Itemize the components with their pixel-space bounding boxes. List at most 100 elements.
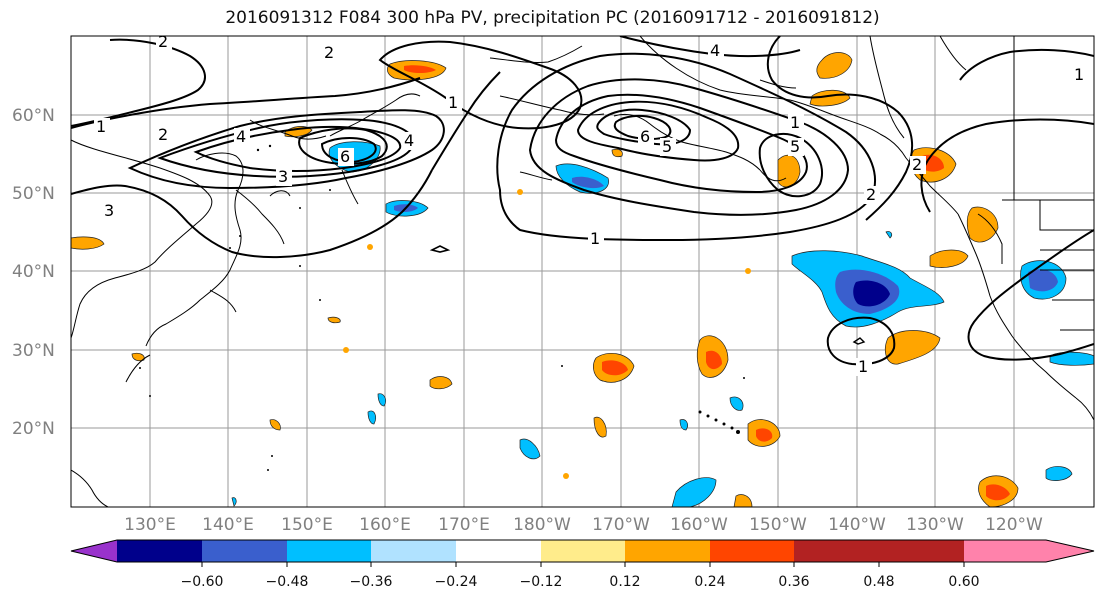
anomaly-positive [706, 350, 722, 370]
pv-contour [758, 132, 823, 198]
lon-label: 120°W [985, 515, 1043, 535]
pv-contour [554, 93, 808, 194]
colorbar-tick-label: −0.24 [435, 574, 478, 590]
colorbar-max-extension [964, 540, 1094, 562]
anomaly-negative [679, 419, 688, 431]
colorbar-swatch [541, 540, 625, 562]
lon-label: 170°E [438, 515, 490, 535]
anomaly-negative [885, 231, 892, 239]
colorbar-swatch [625, 540, 710, 562]
colorbar-tick-label: 0.36 [778, 574, 809, 590]
pv-contour [71, 77, 421, 129]
pv-contour [298, 127, 388, 165]
anomaly-positive [343, 347, 349, 353]
colorbar-tick-label: 0.60 [948, 574, 979, 590]
pv-contour [959, 48, 1094, 81]
anomaly-negative [367, 410, 376, 425]
colorbar: −0.60 −0.48 −0.36 −0.24 −0.12 0.12 0.24 … [70, 539, 1095, 590]
lon-label: 140°E [202, 515, 254, 535]
pv-contour [496, 52, 876, 242]
lat-label: 30°N [12, 341, 55, 361]
pv-contour [766, 36, 914, 221]
contour-label: 4 [236, 127, 246, 146]
anomaly-positive [884, 330, 941, 365]
lon-label: 170°W [592, 515, 650, 535]
pv-contour [613, 114, 672, 140]
anomaly-positive [327, 316, 341, 324]
lon-label: 160°W [670, 515, 728, 535]
anomaly-negative [853, 280, 890, 307]
anomaly-positive [733, 494, 753, 507]
contour-label: 5 [662, 137, 672, 156]
contour-label: 4 [404, 131, 414, 150]
pv-contour [528, 78, 850, 216]
colorbar-swatch [287, 540, 371, 562]
colorbar-swatch [117, 540, 202, 562]
pv-contour [320, 137, 377, 164]
contour-label: 6 [640, 127, 650, 146]
lon-label: 130°E [124, 515, 176, 535]
pv-contour [127, 109, 445, 190]
pv-contour [429, 245, 451, 253]
contour-label: 2 [866, 185, 876, 204]
contour-label: 1 [790, 113, 800, 132]
anomaly-negative [377, 393, 386, 407]
anomaly-positive [367, 244, 373, 250]
colorbar-tick-label: 0.12 [609, 574, 640, 590]
contour-label: 5 [790, 137, 800, 156]
lon-label: 160°E [359, 515, 411, 535]
lat-label: 20°N [12, 419, 55, 439]
pv-contour [193, 126, 402, 172]
anomaly-positive [756, 428, 773, 442]
anomaly-negative [231, 497, 237, 507]
lat-label: 40°N [12, 262, 55, 282]
lat-label: 50°N [12, 184, 55, 204]
lat-label: 60°N [12, 106, 55, 126]
contour-label: 1 [590, 229, 600, 248]
pv-contour [576, 100, 740, 162]
anomaly-positive [563, 473, 569, 479]
contour-label: 6 [340, 147, 350, 166]
islands [139, 144, 745, 471]
anomaly-positive [71, 236, 105, 250]
colorbar-tick-labels: −0.60 −0.48 −0.36 −0.24 −0.12 0.12 0.24 … [181, 574, 980, 590]
anomaly-negative [671, 477, 717, 507]
colorbar-min-extension [71, 540, 117, 562]
contour-label: 1 [448, 93, 458, 112]
map-border [70, 35, 1095, 508]
colorbar-outline [70, 539, 1095, 563]
colorbar-tick-label: −0.12 [520, 574, 563, 590]
anomaly-positive [966, 206, 999, 243]
contour-label: 1 [1074, 65, 1084, 84]
colorbar-ticks [201, 562, 965, 567]
longitude-labels: 130°E 140°E 150°E 160°E 170°E 180°W 170°… [124, 515, 1043, 535]
colorbar-swatch [456, 540, 541, 562]
colorbar-swatch [371, 540, 456, 562]
lon-label: 130°W [906, 515, 964, 535]
precipitation-anomaly-fields [71, 52, 1094, 507]
contour-label: 3 [278, 167, 288, 186]
graticule [71, 36, 1094, 507]
map-title: 2016091312 F084 300 hPa PV, precipitatio… [225, 8, 880, 28]
colorbar-swatch [202, 540, 287, 562]
anomaly-positive [429, 376, 453, 390]
anomaly-positive [816, 52, 853, 79]
pv-contour [71, 169, 433, 259]
colorbar-max-extension [879, 540, 964, 562]
pv-contours [71, 36, 1094, 366]
anomaly-positive [593, 416, 607, 438]
colorbar-tick-label: 0.24 [694, 574, 725, 590]
contour-label-group: 2 2 4 1 1 2 4 6 3 3 1 1 6 5 5 4 2 1 2 1 [94, 36, 1088, 376]
colorbar-swatch [794, 540, 879, 562]
lon-label: 140°W [828, 515, 886, 535]
anomaly-positive [986, 484, 1010, 501]
anomaly-positive [602, 360, 628, 376]
contour-label: 2 [158, 125, 168, 144]
anomaly-positive [269, 419, 281, 431]
pv-contour [596, 108, 692, 146]
anomaly-positive [929, 249, 969, 268]
lon-label: 150°W [749, 515, 807, 535]
anomaly-positive [745, 268, 751, 274]
pv-contour [826, 316, 896, 366]
anomaly-positive [611, 148, 623, 158]
